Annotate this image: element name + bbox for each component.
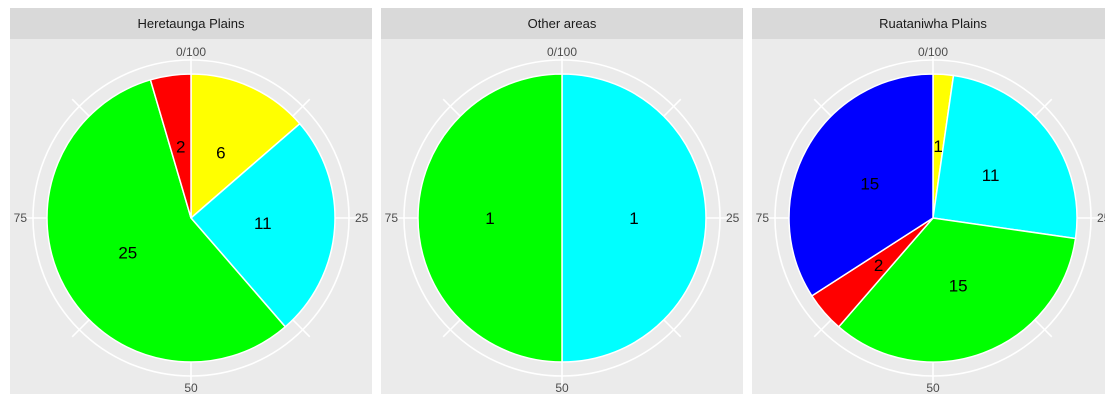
pie-slice [417,73,563,363]
tick-label: 0/100 [918,45,948,59]
pie-slice [190,73,301,220]
data-label: 1 [629,209,638,228]
tick-label: 25 [1097,211,1105,225]
data-label: 2 [874,256,883,275]
tick-label: 50 [555,381,569,394]
tick-label: 0/100 [547,45,577,59]
grid-spoke [292,319,311,338]
tick-label: 25 [726,211,740,225]
data-label: 15 [949,276,968,295]
data-label: 11 [254,214,272,233]
data-label: 25 [118,244,137,263]
data-label: 6 [216,144,225,163]
pie-slice [149,73,192,219]
panel-other-areas: Other areas 1 1 0/100 25 50 75 [381,8,743,394]
tick-label: 25 [355,211,369,225]
grid-spoke [813,98,832,117]
tick-label: 0/100 [176,45,206,59]
tick-label: 50 [184,381,198,394]
pie-chart-other-areas: 1 1 0/100 25 50 75 [385,45,740,394]
pie-slice [46,78,287,363]
pie-chart-heretaunga-plains: 6 11 25 2 0/100 25 50 75 [14,45,369,394]
panel-heretaunga-plains: Heretaunga Plains 6 11 25 2 0/100 25 50 75 [10,8,372,394]
panel-title: Ruataniwha Plains [752,8,1105,39]
pie-slice [561,73,707,363]
data-label: 1 [485,209,494,228]
grid-spoke [442,98,461,117]
data-label: 2 [176,138,185,157]
grid-spoke [663,98,682,117]
tick-label: 50 [926,381,940,394]
data-label: 1 [933,137,942,156]
grid-spoke [292,98,311,117]
grid-spoke [71,98,90,117]
pie-slice [189,122,336,328]
pie-slice [932,74,1078,240]
grid-spoke [813,319,832,338]
data-label: 15 [860,174,879,193]
grid-spoke [663,319,682,338]
pie-slice [788,73,934,297]
pie-slice [837,217,1077,363]
tick-label: 75 [14,211,28,225]
panel-title: Other areas [381,8,743,39]
grid-spoke [442,319,461,338]
tick-label: 75 [756,211,770,225]
data-label: 11 [982,166,1000,185]
tick-label: 75 [385,211,399,225]
grid-spoke [1034,98,1053,117]
panel-title: Heretaunga Plains [10,8,372,39]
grid-spoke [1034,319,1053,338]
grid-spoke [71,319,90,338]
